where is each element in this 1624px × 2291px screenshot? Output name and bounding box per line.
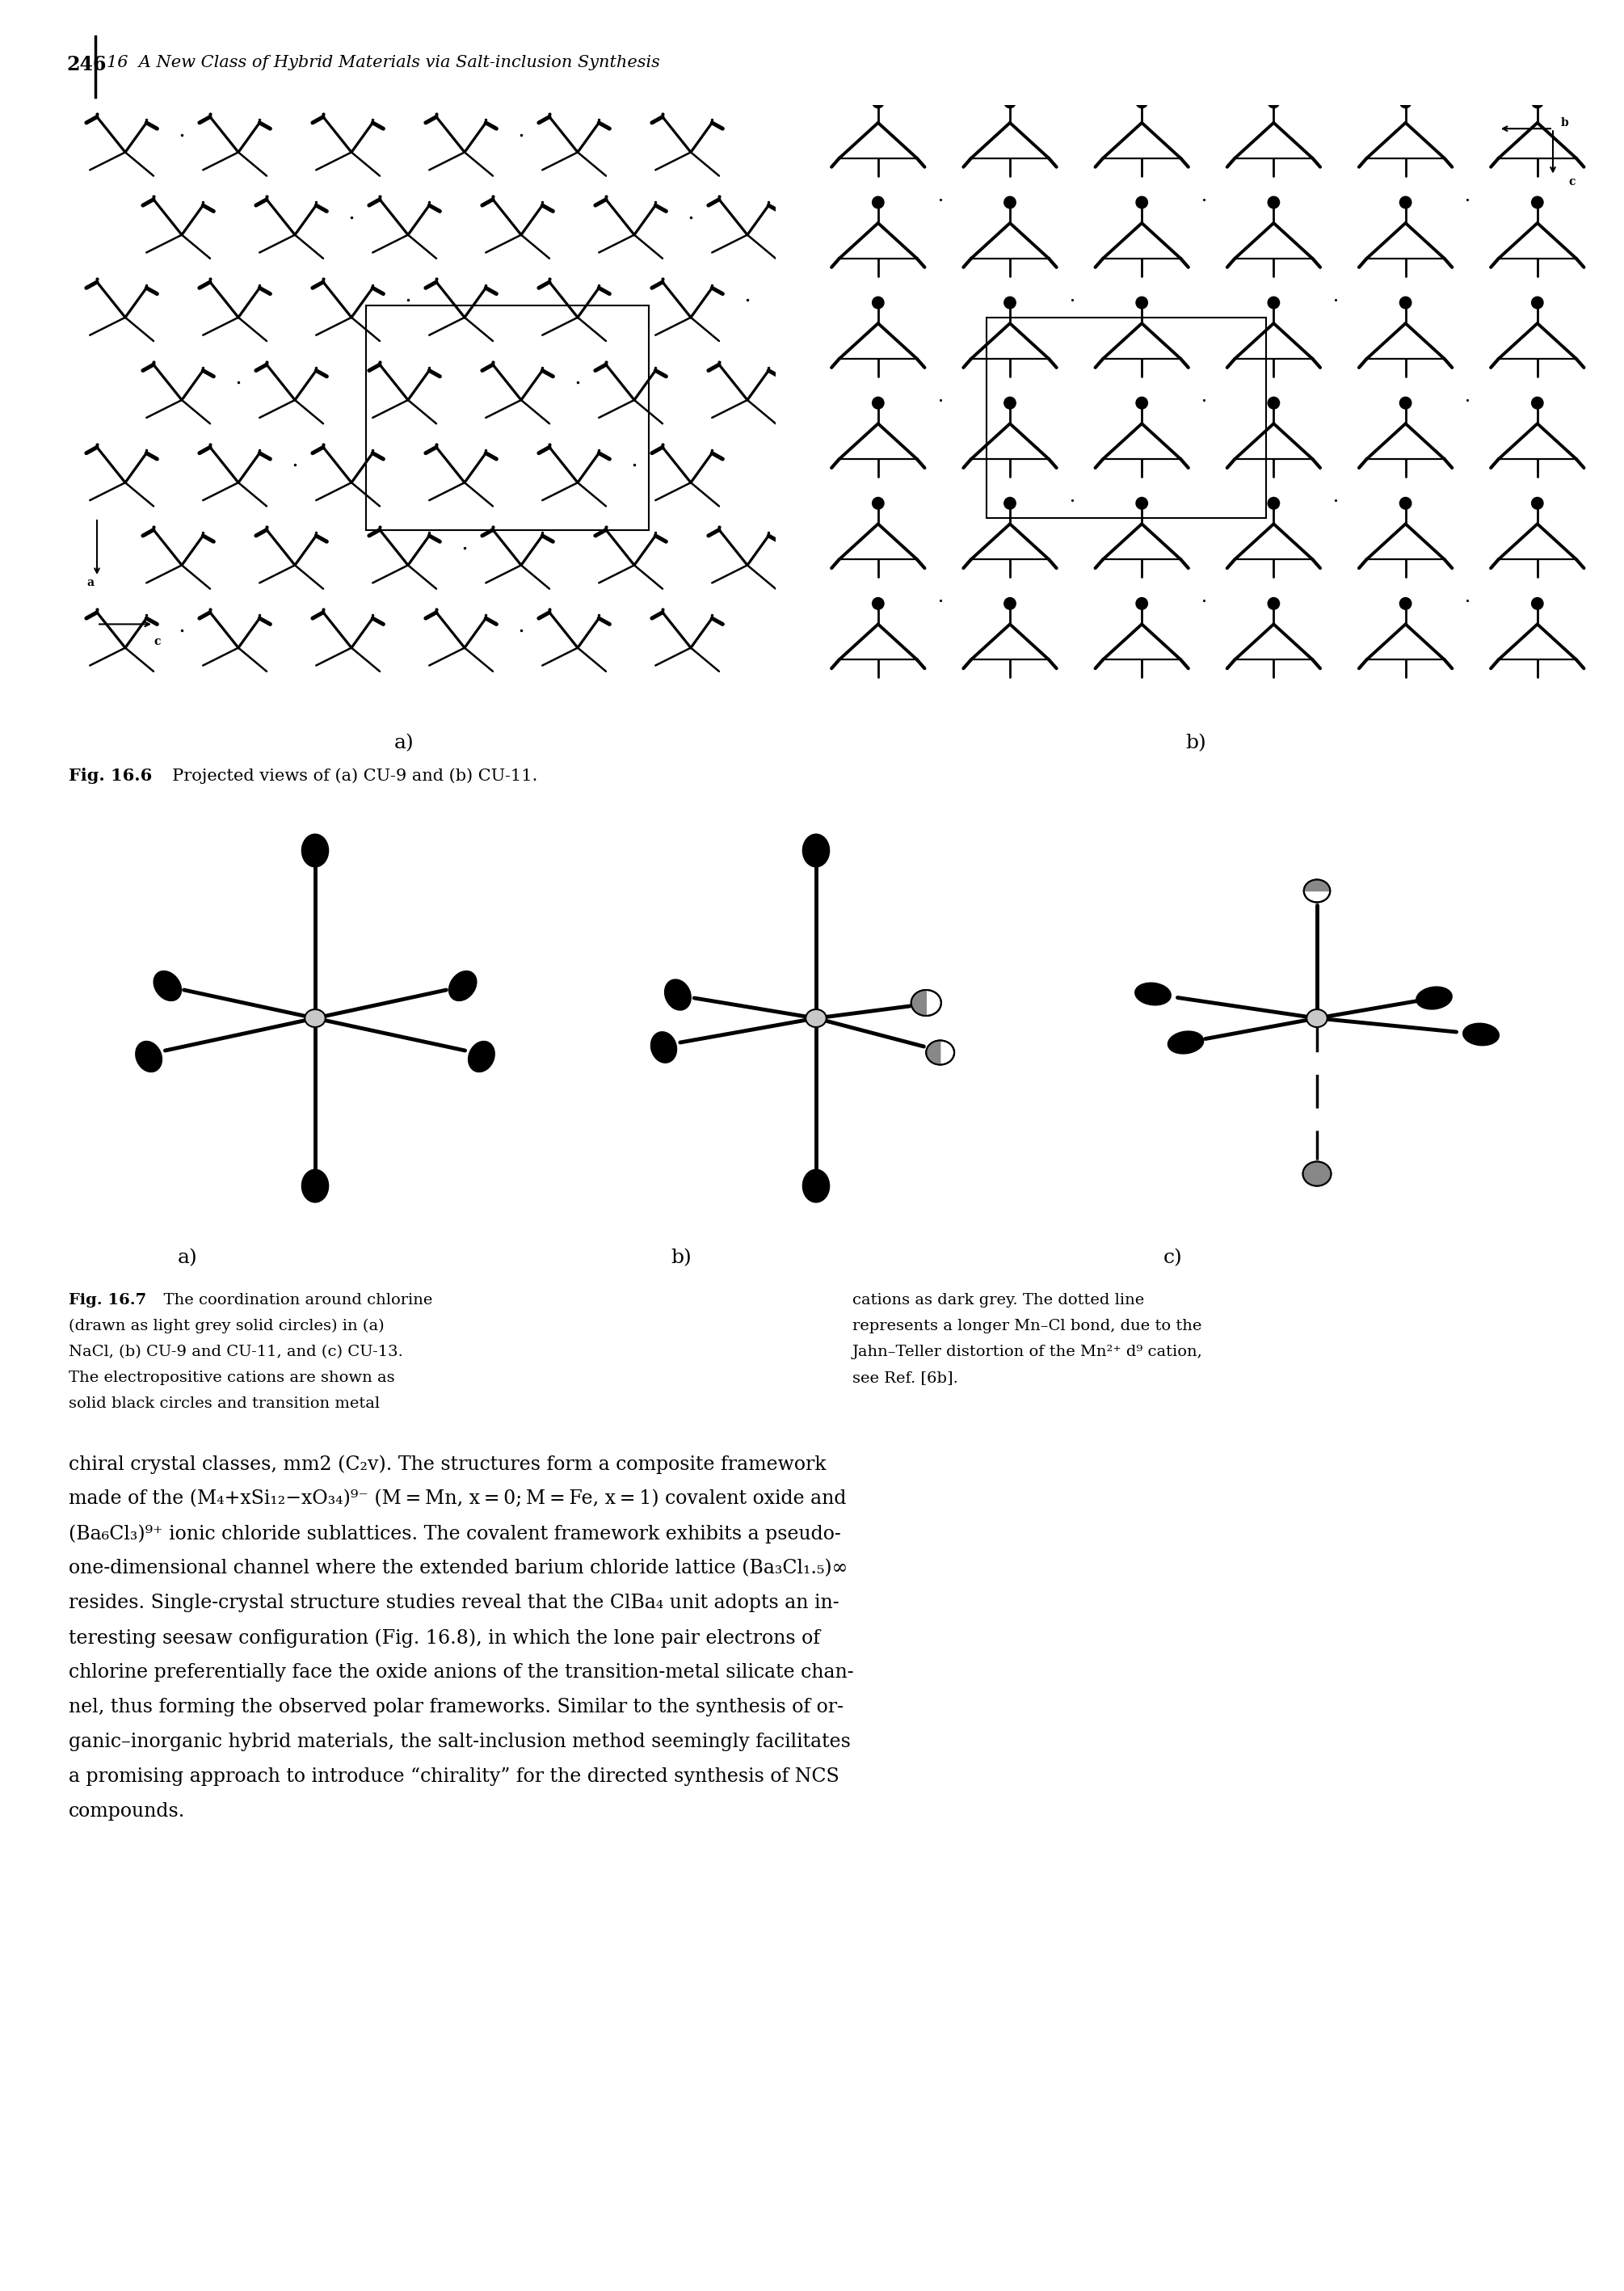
Ellipse shape <box>1400 396 1411 408</box>
Text: chiral crystal classes, mm2 (C₂v). The structures form a composite framework: chiral crystal classes, mm2 (C₂v). The s… <box>68 1455 827 1473</box>
Ellipse shape <box>1268 598 1280 609</box>
Ellipse shape <box>872 497 883 509</box>
Text: c): c) <box>1163 1249 1182 1267</box>
Circle shape <box>305 1010 325 1026</box>
Ellipse shape <box>1400 96 1411 108</box>
Ellipse shape <box>1400 598 1411 609</box>
Ellipse shape <box>1531 396 1543 408</box>
Text: cations as dark grey. The dotted line: cations as dark grey. The dotted line <box>853 1292 1145 1308</box>
Text: b): b) <box>671 1249 692 1267</box>
Text: a promising approach to introduce “chirality” for the directed synthesis of NCS: a promising approach to introduce “chira… <box>68 1766 840 1787</box>
Ellipse shape <box>1137 197 1148 208</box>
Text: resides. Single-crystal structure studies reveal that the ClBa₄ unit adopts an i: resides. Single-crystal structure studie… <box>68 1595 840 1613</box>
Circle shape <box>1304 880 1330 903</box>
Ellipse shape <box>1268 197 1280 208</box>
Ellipse shape <box>1400 298 1411 309</box>
Ellipse shape <box>450 971 476 1001</box>
Ellipse shape <box>1416 987 1452 1008</box>
Ellipse shape <box>1400 497 1411 509</box>
Text: Fig. 16.7: Fig. 16.7 <box>68 1292 146 1308</box>
Ellipse shape <box>1400 197 1411 208</box>
Ellipse shape <box>1004 96 1015 108</box>
Ellipse shape <box>136 1042 162 1072</box>
Ellipse shape <box>302 834 328 866</box>
Ellipse shape <box>872 396 883 408</box>
Ellipse shape <box>1137 298 1148 309</box>
Text: represents a longer Mn–Cl bond, due to the: represents a longer Mn–Cl bond, due to t… <box>853 1320 1202 1333</box>
Text: b: b <box>1561 117 1569 128</box>
Text: ganic–inorganic hybrid materials, the salt-inclusion method seemingly facilitate: ganic–inorganic hybrid materials, the sa… <box>68 1732 851 1750</box>
Text: teresting seesaw configuration (Fig. 16.8), in which the lone pair electrons of: teresting seesaw configuration (Fig. 16.… <box>68 1629 820 1647</box>
Text: Projected views of (a) CU-9 and (b) CU-11.: Projected views of (a) CU-9 and (b) CU-1… <box>162 767 538 784</box>
Bar <box>365 305 648 529</box>
Circle shape <box>911 990 942 1015</box>
Ellipse shape <box>1004 396 1015 408</box>
Ellipse shape <box>1137 396 1148 408</box>
Ellipse shape <box>1268 396 1280 408</box>
Ellipse shape <box>802 1171 830 1203</box>
Ellipse shape <box>802 834 830 866</box>
Wedge shape <box>1302 1162 1332 1187</box>
Text: b): b) <box>1186 733 1207 751</box>
Text: (Ba₆Cl₃)⁹⁺ ionic chloride sublattices. The covalent framework exhibits a pseudo-: (Ba₆Cl₃)⁹⁺ ionic chloride sublattices. T… <box>68 1524 841 1544</box>
Circle shape <box>926 1040 955 1065</box>
Text: one-dimensional channel where the extended barium chloride lattice (Ba₃Cl₁.₅)∞: one-dimensional channel where the extend… <box>68 1558 848 1578</box>
Ellipse shape <box>1268 497 1280 509</box>
Wedge shape <box>926 1040 940 1065</box>
Ellipse shape <box>1004 497 1015 509</box>
Text: compounds.: compounds. <box>68 1803 185 1821</box>
Ellipse shape <box>1531 96 1543 108</box>
Text: a): a) <box>395 733 414 751</box>
Ellipse shape <box>154 971 180 1001</box>
Text: a: a <box>86 577 94 589</box>
Text: c: c <box>1569 176 1575 188</box>
Ellipse shape <box>1531 298 1543 309</box>
Ellipse shape <box>1137 96 1148 108</box>
Ellipse shape <box>1531 197 1543 208</box>
Circle shape <box>806 1010 827 1026</box>
Ellipse shape <box>1168 1031 1203 1054</box>
Text: Fig. 16.6: Fig. 16.6 <box>68 767 153 784</box>
Circle shape <box>1302 1162 1332 1187</box>
Wedge shape <box>1304 880 1330 891</box>
Ellipse shape <box>1268 96 1280 108</box>
Text: (drawn as light grey solid circles) in (a): (drawn as light grey solid circles) in (… <box>68 1320 385 1333</box>
Ellipse shape <box>651 1031 677 1063</box>
Text: solid black circles and transition metal: solid black circles and transition metal <box>68 1398 380 1411</box>
Ellipse shape <box>1531 598 1543 609</box>
Ellipse shape <box>1004 197 1015 208</box>
Text: 246: 246 <box>67 55 106 73</box>
Text: Jahn–Teller distortion of the Mn²⁺ d⁹ cation,: Jahn–Teller distortion of the Mn²⁺ d⁹ ca… <box>853 1345 1203 1359</box>
Ellipse shape <box>1531 497 1543 509</box>
Ellipse shape <box>1135 983 1171 1006</box>
Ellipse shape <box>1137 598 1148 609</box>
Ellipse shape <box>1137 497 1148 509</box>
Ellipse shape <box>1268 298 1280 309</box>
Text: c: c <box>154 637 161 648</box>
Ellipse shape <box>1004 598 1015 609</box>
Circle shape <box>1307 1010 1327 1026</box>
Text: a): a) <box>177 1249 198 1267</box>
Text: chlorine preferentially face the oxide anions of the transition-metal silicate c: chlorine preferentially face the oxide a… <box>68 1663 854 1682</box>
Ellipse shape <box>872 298 883 309</box>
Ellipse shape <box>872 96 883 108</box>
Ellipse shape <box>1463 1024 1499 1045</box>
Text: The coordination around chlorine: The coordination around chlorine <box>154 1292 432 1308</box>
Ellipse shape <box>872 598 883 609</box>
Text: see Ref. [6b].: see Ref. [6b]. <box>853 1370 958 1386</box>
Bar <box>987 318 1267 518</box>
Wedge shape <box>911 990 926 1015</box>
Ellipse shape <box>664 981 690 1010</box>
Text: nel, thus forming the observed polar frameworks. Similar to the synthesis of or-: nel, thus forming the observed polar fra… <box>68 1698 843 1716</box>
Ellipse shape <box>872 197 883 208</box>
Text: NaCl, (b) CU-9 and CU-11, and (c) CU-13.: NaCl, (b) CU-9 and CU-11, and (c) CU-13. <box>68 1345 403 1359</box>
Ellipse shape <box>469 1042 494 1072</box>
Ellipse shape <box>1004 298 1015 309</box>
Text: 16  A New Class of Hybrid Materials via Salt-inclusion Synthesis: 16 A New Class of Hybrid Materials via S… <box>107 55 659 71</box>
Text: The electropositive cations are shown as: The electropositive cations are shown as <box>68 1370 395 1386</box>
Ellipse shape <box>302 1171 328 1203</box>
Text: made of the (M₄+xSi₁₂−xO₃₄)⁹⁻ (M = Mn, x = 0; M = Fe, x = 1) covalent oxide and: made of the (M₄+xSi₁₂−xO₃₄)⁹⁻ (M = Mn, x… <box>68 1489 846 1507</box>
